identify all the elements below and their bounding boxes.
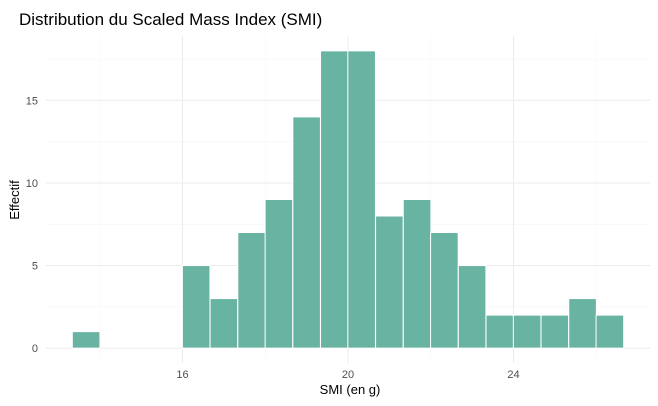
x-axis-label: SMI (en g)	[320, 382, 381, 397]
x-axis-ticks: 16 20 24	[176, 369, 519, 381]
histogram-bar	[568, 298, 597, 349]
y-axis-ticks: 0 5 10 15	[26, 95, 38, 355]
histogram-bar	[512, 314, 542, 349]
histogram-bar	[402, 199, 432, 349]
y-tick-label: 15	[26, 95, 38, 107]
y-tick-label: 10	[26, 178, 38, 190]
x-tick-label: 16	[176, 369, 188, 381]
histogram-bar	[485, 314, 515, 349]
x-tick-label: 20	[342, 369, 354, 381]
histogram-bar	[595, 314, 625, 349]
histogram-bar	[71, 331, 101, 349]
y-tick-label: 5	[32, 261, 38, 273]
histogram-bar	[264, 199, 294, 349]
x-tick-label: 24	[507, 369, 519, 381]
histogram-bar	[375, 215, 404, 349]
histogram-bar	[292, 116, 321, 349]
histogram-bar	[181, 265, 211, 349]
histogram-bar	[237, 232, 266, 349]
histogram-bar	[457, 265, 487, 349]
histogram-bar	[209, 298, 239, 349]
chart-title: Distribution du Scaled Mass Index (SMI)	[19, 10, 322, 29]
histogram-bar	[540, 314, 570, 349]
histogram-bar	[430, 232, 459, 349]
y-axis-label: Effectif	[7, 180, 22, 220]
y-tick-label: 0	[32, 343, 38, 355]
histogram-bars	[71, 50, 625, 349]
histogram-bar	[320, 50, 349, 349]
histogram-bar	[347, 50, 376, 349]
